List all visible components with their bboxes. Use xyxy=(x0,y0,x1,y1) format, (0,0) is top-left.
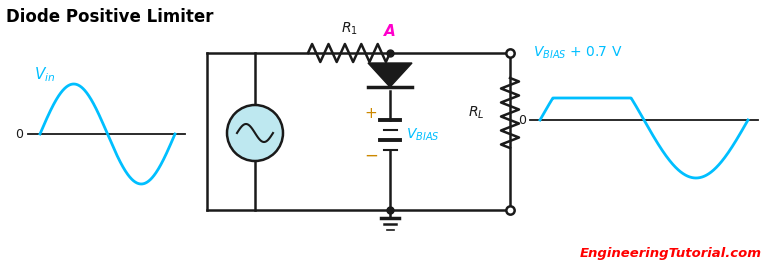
Text: A: A xyxy=(384,24,396,39)
Text: $V_{BIAS}$ + 0.7 V: $V_{BIAS}$ + 0.7 V xyxy=(533,45,622,61)
Text: 0: 0 xyxy=(518,114,526,126)
Text: EngineeringTutorial.com: EngineeringTutorial.com xyxy=(580,247,762,260)
Text: −: − xyxy=(364,147,378,165)
Text: $R_1$: $R_1$ xyxy=(340,21,357,37)
Polygon shape xyxy=(368,63,412,87)
Text: +: + xyxy=(364,106,377,121)
Text: $V_{in}$: $V_{in}$ xyxy=(34,66,55,84)
Text: Diode Positive Limiter: Diode Positive Limiter xyxy=(6,8,214,26)
Text: 0: 0 xyxy=(15,128,23,140)
Circle shape xyxy=(227,105,283,161)
Text: $V_{BIAS}$: $V_{BIAS}$ xyxy=(406,127,439,143)
Text: $R_L$: $R_L$ xyxy=(468,105,484,121)
